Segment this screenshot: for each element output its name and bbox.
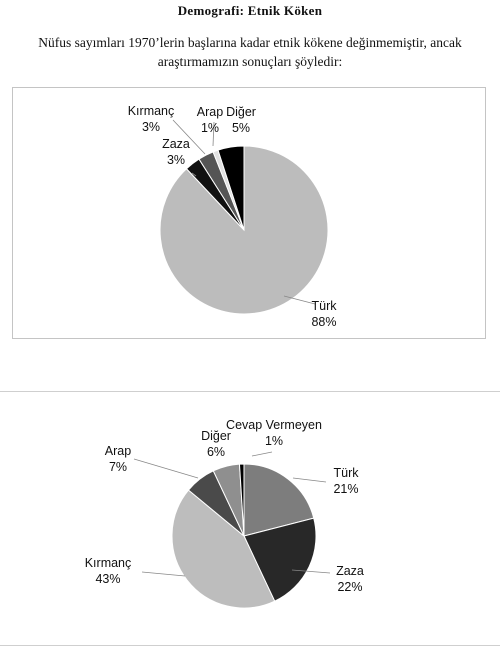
pie2-label-diger: Diğer xyxy=(201,429,231,443)
page-title: Demografi: Etnik Köken xyxy=(177,3,323,18)
intro-text: Nüfus sayımları 1970’lerin başlarına kad… xyxy=(20,33,480,71)
pie2-label-cevap-vermeyen: Cevap Vermeyen xyxy=(226,418,322,432)
section-divider xyxy=(0,391,500,392)
pie1-label-kirmanc: Kırmanç xyxy=(128,104,175,118)
pie1-value-arap: 1% xyxy=(201,121,219,135)
pie2-value-cevap-vermeyen: 1% xyxy=(265,434,283,448)
pie2-label-zaza: Zaza xyxy=(336,564,364,578)
pie1-label-zaza: Zaza xyxy=(162,137,190,151)
intro-line-1: Nüfus sayımları 1970’lerin başlarına kad… xyxy=(38,35,462,50)
pie2-value-diger: 6% xyxy=(207,445,225,459)
pie1-leader-arap xyxy=(212,121,215,147)
pie2-slice-cevap-vermeyen xyxy=(238,463,245,537)
pie2-value-zaza: 22% xyxy=(337,580,362,594)
pie1-value-kirmanc: 3% xyxy=(142,120,160,134)
pie2-label-turk: Türk xyxy=(334,466,360,480)
pie1-value-turk: 88% xyxy=(311,315,336,329)
pie1-leader-turk xyxy=(283,295,316,305)
pie2-value-kirmanc: 43% xyxy=(95,572,120,586)
pie2-value-arap: 7% xyxy=(109,460,127,474)
pie1-leader-zaza xyxy=(191,172,197,177)
pie2-leader-zaza xyxy=(291,569,331,574)
pie1-label-turk: Türk xyxy=(312,299,338,313)
pie1-label-diger: Diğer xyxy=(226,105,256,119)
pie1-leader-kirmanc xyxy=(172,119,206,155)
pie2-value-turk: 21% xyxy=(333,482,358,496)
pie1-slice-turk xyxy=(159,145,329,315)
pie2-leader-cevap-vermeyen xyxy=(251,451,273,457)
pie2-label-arap: Arap xyxy=(105,444,131,458)
pie2-leader-arap xyxy=(133,458,199,479)
pie-chart-2: Türk 21% Zaza 22% Kırmanç 43% Arap 7% Diğer 6%Cev… xyxy=(85,418,364,609)
pie2-leader-kirmanc xyxy=(141,571,186,577)
pie1-slice-diger xyxy=(217,145,245,231)
pie2-leader-turk xyxy=(292,477,327,483)
pie1-value-zaza: 3% xyxy=(167,153,185,167)
intro-line-2: araştırmamızın sonuçları şöyledir: xyxy=(157,54,343,69)
pie1-label-arap: Arap xyxy=(197,105,223,119)
pie2-slice-turk xyxy=(243,463,315,537)
pie2-label-kirmanc: Kırmanç xyxy=(85,556,132,570)
chart-1-frame xyxy=(12,87,486,339)
bottom-divider xyxy=(0,645,500,646)
pie1-value-diger: 5% xyxy=(232,121,250,135)
pie2-slice-kirmanc xyxy=(171,489,276,609)
pie2-slice-zaza xyxy=(243,517,317,602)
